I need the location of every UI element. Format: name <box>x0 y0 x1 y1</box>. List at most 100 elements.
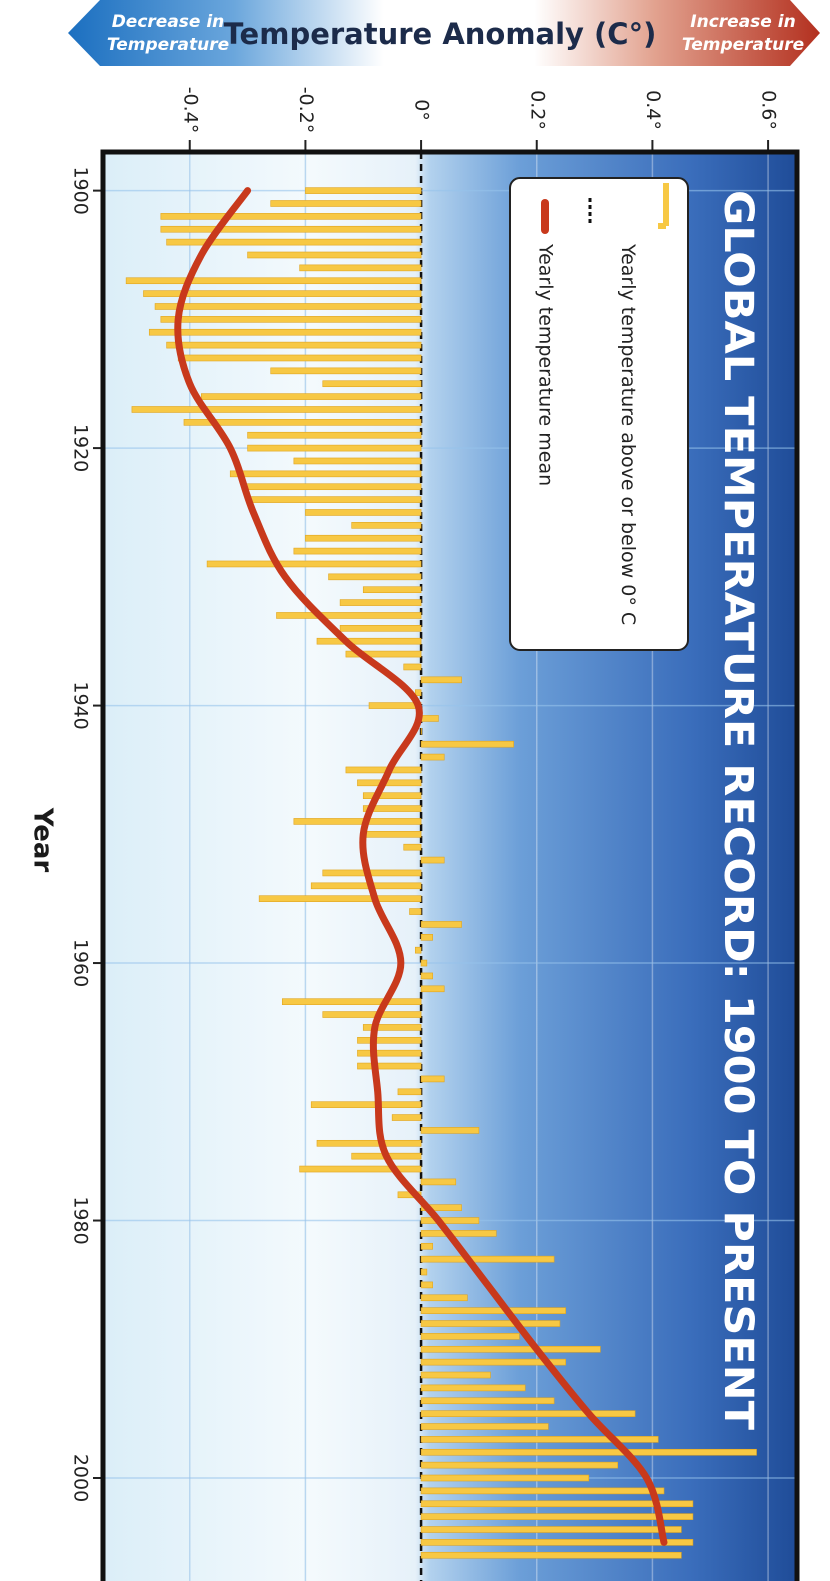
value-tick-label: -0.4° <box>179 87 201 134</box>
value-tick-label: 0.2° <box>526 90 548 130</box>
legend-box <box>509 177 689 651</box>
bar <box>206 560 422 568</box>
bar <box>420 1320 561 1327</box>
bar <box>420 1230 497 1237</box>
header-left: Decrease in Temperature <box>107 12 229 55</box>
bar <box>247 431 422 439</box>
value-tick-label: -0.2° <box>295 87 317 134</box>
bar <box>293 547 422 555</box>
year-tick-label: 1980 <box>70 1196 92 1244</box>
bar <box>154 303 422 310</box>
bar <box>414 689 422 697</box>
bar <box>270 200 422 207</box>
year-tick-label: 1920 <box>70 424 92 472</box>
legend-entry: Yearly temperature mean <box>535 243 557 486</box>
bar <box>339 599 422 606</box>
bar <box>420 1255 555 1263</box>
bar <box>362 1024 422 1031</box>
bar <box>316 1139 422 1147</box>
bar <box>351 522 422 529</box>
bar <box>183 419 422 426</box>
marks <box>125 187 757 1559</box>
header-right-line: Increase in <box>690 12 795 32</box>
bar <box>420 1423 549 1430</box>
year-tick-label: 1940 <box>70 681 92 729</box>
bar <box>305 187 422 194</box>
bar <box>310 1101 422 1108</box>
bar <box>293 457 422 465</box>
bar <box>420 856 445 864</box>
bar <box>391 1114 422 1121</box>
header-right: Increase in Temperature <box>682 12 804 55</box>
bar <box>403 843 422 851</box>
bar <box>322 380 422 388</box>
bar <box>420 1294 468 1302</box>
bar <box>357 1062 422 1070</box>
bar <box>247 496 422 503</box>
year-tick-label: 1900 <box>70 166 92 214</box>
bar <box>281 998 422 1005</box>
bar <box>166 238 422 246</box>
bar <box>305 509 422 516</box>
bar <box>143 290 422 297</box>
bar <box>420 1513 694 1520</box>
bar <box>420 1281 433 1289</box>
bar <box>420 1487 665 1495</box>
bar <box>409 908 422 915</box>
bar <box>125 277 422 285</box>
bar <box>160 213 422 220</box>
bar <box>276 612 422 619</box>
bar <box>420 1358 566 1366</box>
bar <box>229 470 422 478</box>
bar <box>420 1448 757 1456</box>
bar <box>420 1075 445 1083</box>
plot-frame <box>100 149 800 1581</box>
bar <box>362 831 422 838</box>
header-left-line: Temperature <box>107 35 229 55</box>
bar <box>131 406 422 413</box>
value-tick-label: 0.6° <box>758 90 780 130</box>
bar <box>420 1242 433 1250</box>
bar <box>148 328 422 336</box>
bar <box>160 316 422 323</box>
bar <box>247 444 422 452</box>
bar <box>362 805 422 812</box>
value-tick-label: 0° <box>411 99 433 121</box>
year-tick-label: 2000 <box>70 1454 92 1502</box>
axes: -0.4° -0.2° 0° 0.2° 0.4° 0.6° 1900 1920 1940 1960… <box>70 87 800 1581</box>
legend: Yearly temperature above or below 0° C Y… <box>509 177 689 651</box>
bar <box>420 728 422 735</box>
bar <box>316 637 422 645</box>
bar <box>420 1474 590 1482</box>
bar <box>420 753 445 761</box>
bar <box>414 946 422 954</box>
value-tick-label: 0.4° <box>642 90 664 130</box>
bar <box>420 934 433 941</box>
bar <box>322 869 422 877</box>
bar <box>420 1127 480 1134</box>
bar <box>420 1333 520 1340</box>
bar <box>420 1178 457 1186</box>
header-left-line: Decrease in <box>112 12 225 32</box>
bar <box>368 702 422 709</box>
bar <box>339 625 422 632</box>
bar <box>310 882 422 890</box>
bar <box>357 779 422 787</box>
bar <box>420 985 445 993</box>
bar <box>362 792 422 799</box>
bar <box>345 766 422 774</box>
mean-line <box>174 187 668 1546</box>
bar <box>403 663 422 671</box>
bar <box>322 1011 422 1018</box>
bar <box>420 1217 480 1224</box>
plot-background <box>103 152 797 1581</box>
bar <box>420 921 462 928</box>
bar <box>420 972 433 980</box>
bar <box>160 225 422 233</box>
bar <box>420 1551 682 1559</box>
bar <box>420 1204 462 1211</box>
bar <box>299 1165 422 1173</box>
bar <box>420 740 514 748</box>
bar <box>420 1436 659 1443</box>
